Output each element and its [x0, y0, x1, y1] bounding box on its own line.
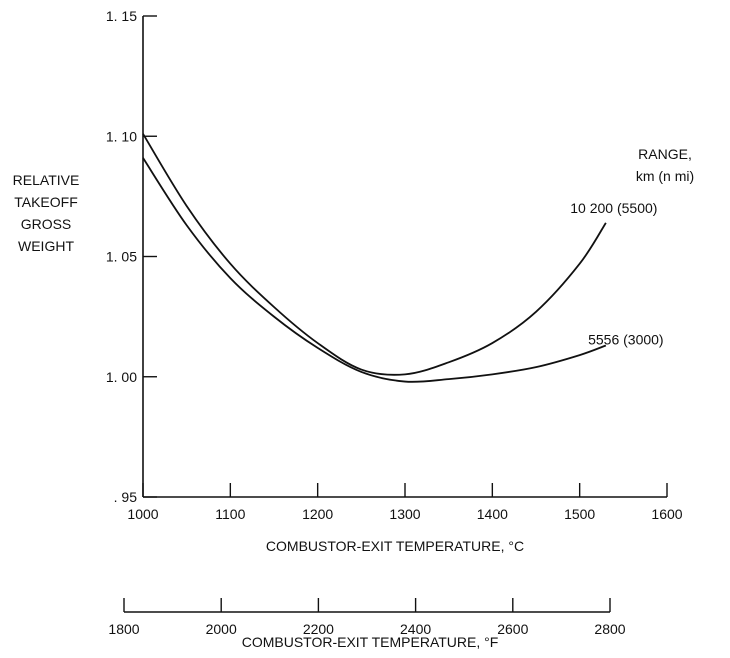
secondary-x-tick-label: 2600 — [497, 621, 528, 637]
x-tick-label: 1300 — [389, 506, 420, 522]
x-tick-label: 1200 — [302, 506, 333, 522]
secondary-x-tick-label: 1800 — [108, 621, 139, 637]
secondary-x-tick-label: 2200 — [303, 621, 334, 637]
y-axis-label-line: WEIGHT — [18, 238, 74, 254]
axes-layer — [124, 16, 667, 613]
y-tick-label: 1. 10 — [106, 128, 137, 144]
y-axis-label-line: GROSS — [21, 216, 72, 232]
secondary-x-tick-label: 2000 — [206, 621, 237, 637]
series-line-1 — [142, 133, 607, 376]
ticks-layer: . 95 1. 00 1. 05 1. 10 1. 15 1000 1100 1200 1300… — [106, 8, 683, 637]
y-axis-label: RELATIVE TAKEOFF GROSS WEIGHT — [13, 172, 80, 254]
labels-layer: RELATIVE TAKEOFF GROSS WEIGHT COMBUSTOR-EXI… — [13, 146, 694, 650]
x-tick-label: 1500 — [564, 506, 595, 522]
y-axis-label-line: RELATIVE — [13, 172, 80, 188]
legend-title-line: RANGE, — [638, 146, 692, 162]
legend-title: RANGE, km (n mi) — [636, 146, 694, 184]
secondary-x-axis-label: COMBUSTOR-EXIT TEMPERATURE, °F — [242, 634, 499, 650]
y-tick-label: 1. 00 — [106, 369, 137, 385]
x-axis-label: COMBUSTOR-EXIT TEMPERATURE, °C — [266, 538, 524, 554]
y-tick-label: 1. 15 — [106, 8, 137, 24]
series-layer: 10 200 (5500) 5556 (3000) — [142, 133, 664, 383]
secondary-x-tick-label: 2400 — [400, 621, 431, 637]
x-tick-label: 1100 — [215, 506, 245, 522]
series-label-1: 10 200 (5500) — [570, 200, 657, 216]
legend-title-line: km (n mi) — [636, 168, 694, 184]
x-tick-label: 1600 — [651, 506, 682, 522]
series-label-2: 5556 (3000) — [588, 331, 664, 347]
y-axis-label-line: TAKEOFF — [14, 194, 78, 210]
series-line-2 — [142, 157, 607, 383]
x-tick-label: 1000 — [127, 506, 158, 522]
secondary-x-tick-label: 2800 — [594, 621, 625, 637]
y-tick-label: 1. 05 — [106, 249, 137, 265]
y-tick-label: . 95 — [114, 489, 138, 505]
x-tick-label: 1400 — [477, 506, 508, 522]
